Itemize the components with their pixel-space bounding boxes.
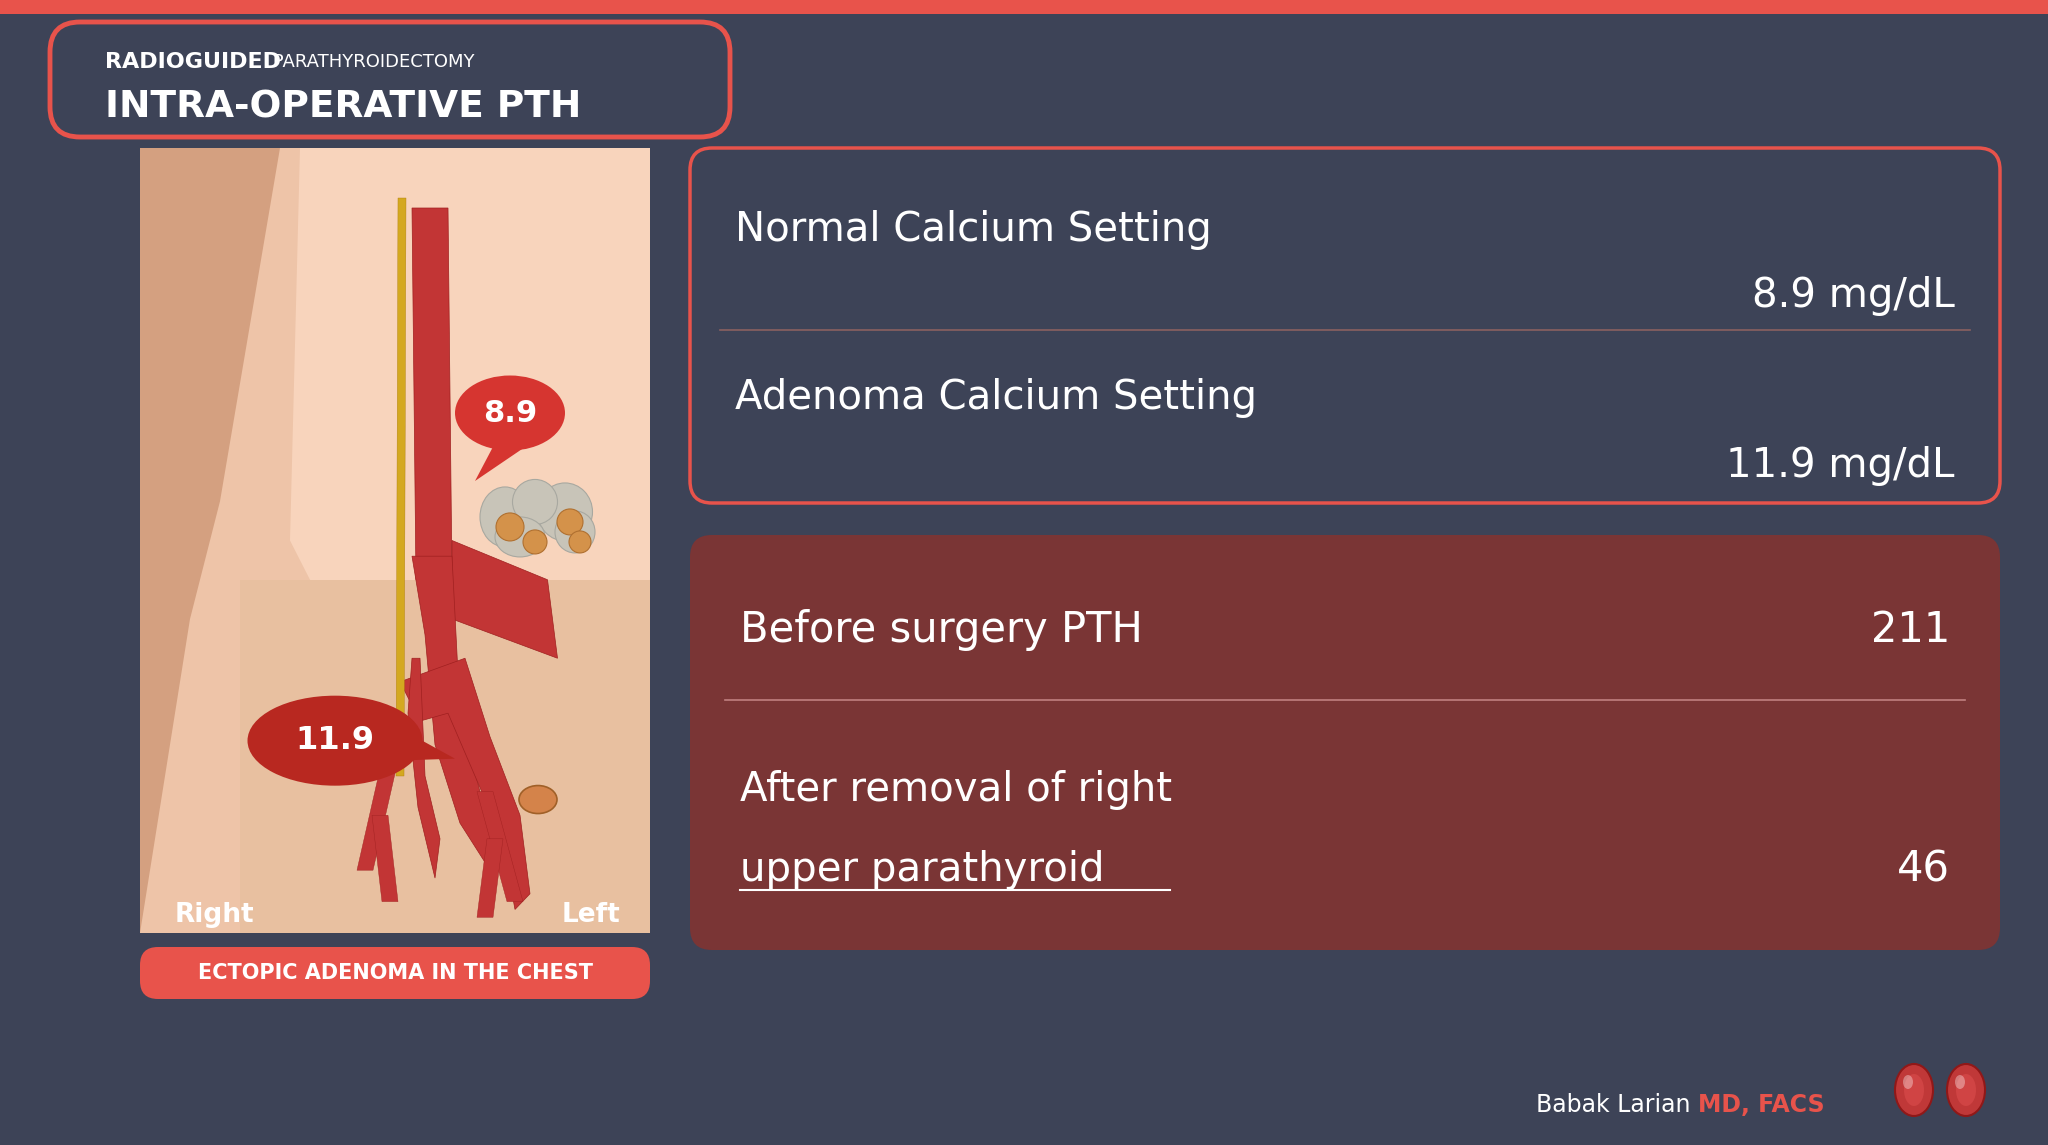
Ellipse shape — [1948, 1064, 1985, 1116]
FancyBboxPatch shape — [0, 0, 2048, 14]
Polygon shape — [139, 148, 649, 933]
Text: Right: Right — [174, 902, 254, 927]
Circle shape — [557, 508, 584, 535]
Text: 211: 211 — [1870, 609, 1950, 652]
Circle shape — [522, 530, 547, 554]
Ellipse shape — [1903, 1075, 1913, 1089]
Text: upper parathyroid: upper parathyroid — [739, 850, 1104, 890]
Text: Babak Larian: Babak Larian — [1536, 1093, 1690, 1118]
Text: RADIOGUIDED: RADIOGUIDED — [104, 52, 281, 72]
Text: MD, FACS: MD, FACS — [1698, 1093, 1825, 1118]
FancyBboxPatch shape — [690, 535, 2001, 950]
Ellipse shape — [1956, 1074, 1976, 1106]
Polygon shape — [412, 208, 453, 579]
Ellipse shape — [518, 785, 557, 814]
Ellipse shape — [248, 696, 422, 785]
Polygon shape — [356, 760, 397, 870]
Ellipse shape — [496, 516, 545, 556]
Ellipse shape — [455, 376, 565, 450]
FancyBboxPatch shape — [49, 22, 729, 137]
Ellipse shape — [479, 487, 530, 547]
Text: 46: 46 — [1896, 848, 1950, 891]
Ellipse shape — [512, 480, 557, 524]
Text: ECTOPIC ADENOMA IN THE CHEST: ECTOPIC ADENOMA IN THE CHEST — [197, 963, 592, 984]
Ellipse shape — [1905, 1074, 1923, 1106]
Polygon shape — [412, 556, 510, 870]
Polygon shape — [240, 579, 649, 933]
Text: Left: Left — [561, 902, 621, 927]
Text: 11.9: 11.9 — [295, 725, 375, 756]
Text: INTRA-OPERATIVE PTH: INTRA-OPERATIVE PTH — [104, 89, 582, 125]
Circle shape — [496, 513, 524, 540]
Text: Adenoma Calcium Setting: Adenoma Calcium Setting — [735, 378, 1257, 418]
Ellipse shape — [1956, 1075, 1964, 1089]
Polygon shape — [395, 198, 406, 776]
Text: 8.9 mg/dL: 8.9 mg/dL — [1753, 276, 1956, 316]
Polygon shape — [408, 658, 440, 878]
Text: 11.9 mg/dL: 11.9 mg/dL — [1726, 447, 1956, 485]
Polygon shape — [453, 540, 557, 658]
FancyBboxPatch shape — [139, 148, 649, 933]
Polygon shape — [590, 148, 649, 540]
Polygon shape — [139, 148, 281, 933]
Text: Before surgery PTH: Before surgery PTH — [739, 609, 1143, 652]
FancyBboxPatch shape — [690, 148, 2001, 503]
Polygon shape — [475, 443, 528, 481]
Polygon shape — [291, 148, 649, 736]
Text: After removal of right: After removal of right — [739, 769, 1171, 810]
Ellipse shape — [555, 511, 596, 553]
Polygon shape — [395, 726, 455, 760]
Polygon shape — [373, 815, 397, 901]
FancyBboxPatch shape — [139, 947, 649, 998]
Circle shape — [569, 531, 592, 553]
Text: 8.9: 8.9 — [483, 398, 537, 427]
Text: Normal Calcium Setting: Normal Calcium Setting — [735, 210, 1212, 250]
Text: PARATHYROIDECTOMY: PARATHYROIDECTOMY — [266, 53, 475, 71]
Ellipse shape — [1894, 1064, 1933, 1116]
Polygon shape — [477, 791, 522, 901]
Polygon shape — [399, 658, 530, 909]
Polygon shape — [477, 839, 504, 917]
Ellipse shape — [537, 483, 592, 540]
